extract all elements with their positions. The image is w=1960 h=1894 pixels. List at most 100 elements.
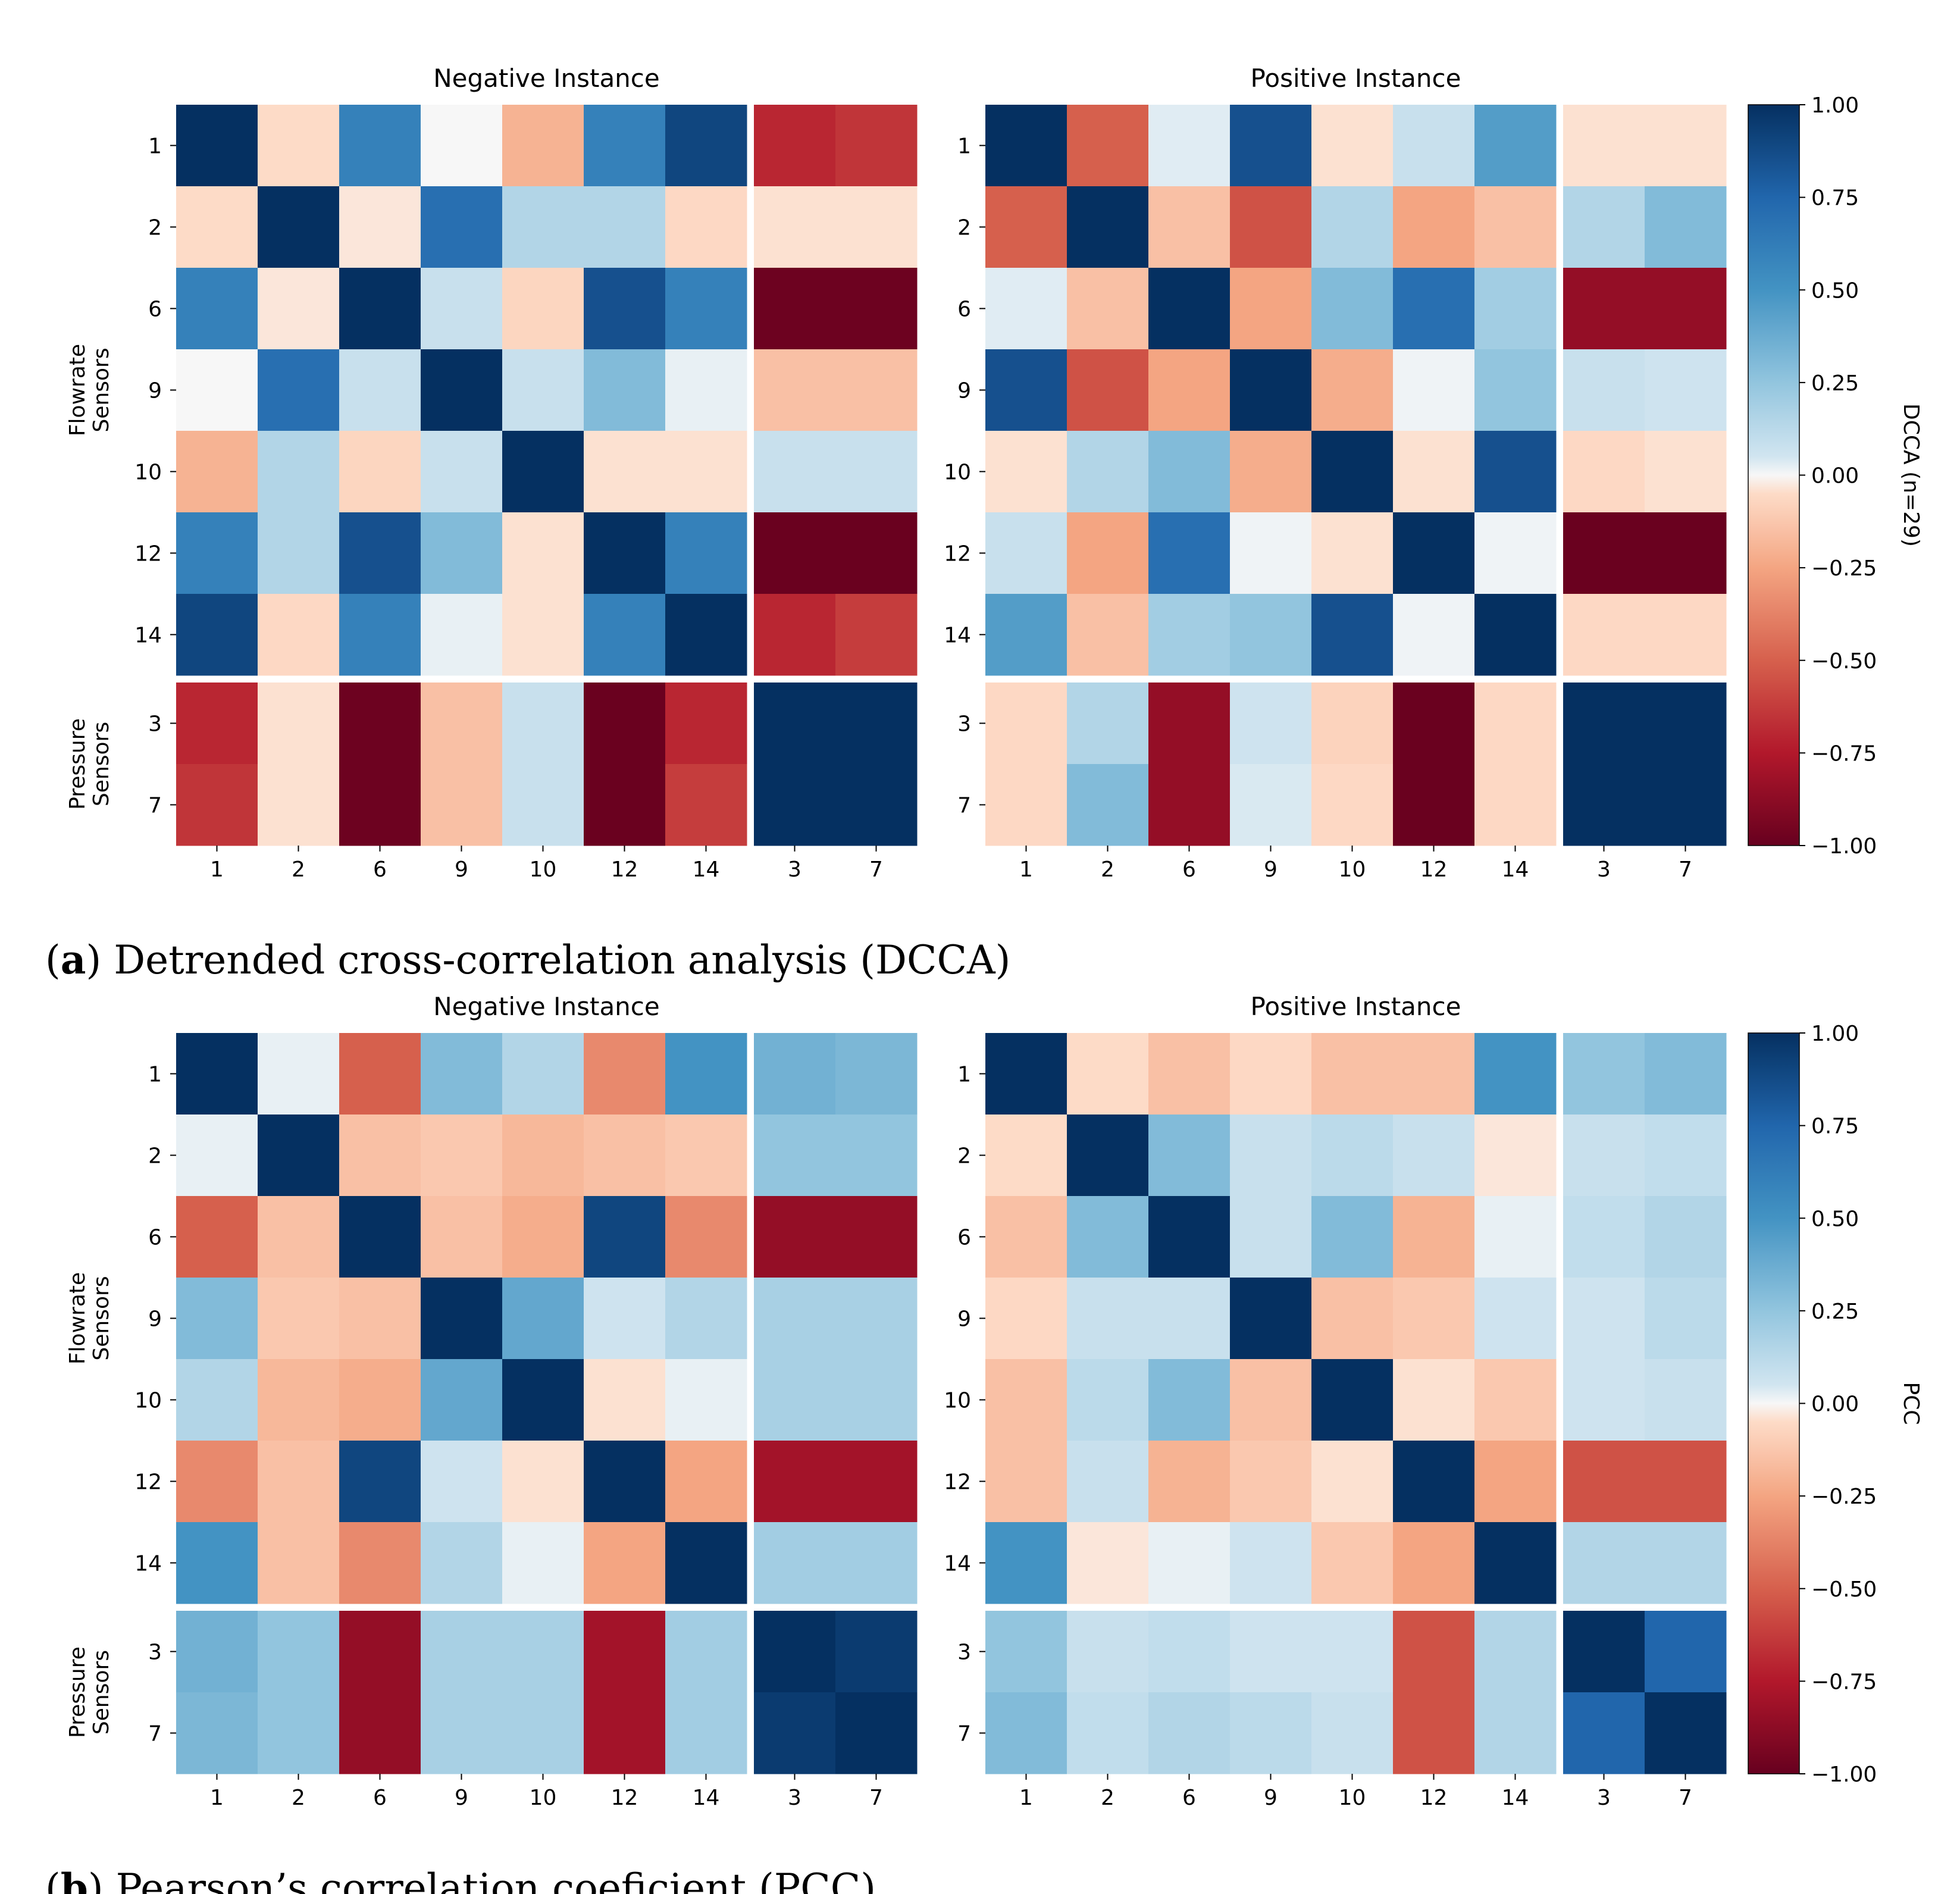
row-group-label: FlowrateSensors xyxy=(65,344,114,436)
heatmap-cell-r3-c2 xyxy=(1148,1278,1231,1360)
heatmap-cell-r4-c8 xyxy=(1645,431,1727,513)
y-tick-label: 3 xyxy=(148,1641,162,1665)
colorbar-gradient xyxy=(1748,105,1799,846)
heatmap-cell-r3-c3 xyxy=(1230,349,1312,431)
heatmap-cell-r0-c3 xyxy=(421,1033,503,1115)
heatmap-cell-r8-c3 xyxy=(421,1692,503,1774)
heatmap-cell-r6-c3 xyxy=(1230,1522,1312,1604)
heatmap-cell-r7-c7 xyxy=(754,1611,836,1693)
x-tick-label: 9 xyxy=(1264,1786,1278,1810)
heatmap-cell-r1-c4 xyxy=(502,186,584,268)
heatmap-cell-r3-c4 xyxy=(502,349,584,431)
heatmap-cell-r0-c1 xyxy=(1067,105,1149,187)
heatmap-cell-r2-c5 xyxy=(584,268,666,350)
heatmap-cell-r7-c3 xyxy=(421,1611,503,1693)
colorbar-tick-label: 0.00 xyxy=(1811,464,1859,489)
y-tick-label: 10 xyxy=(134,461,162,485)
colorbar-label: PCC xyxy=(1899,1382,1923,1425)
x-tick-label: 3 xyxy=(1597,1786,1611,1810)
heatmap-cell-r8-c6 xyxy=(665,1692,747,1774)
heatmap-cell-r3-c7 xyxy=(1563,1278,1645,1360)
heatmap-cell-r8-c3 xyxy=(421,764,503,846)
heatmap-cell-r4-c7 xyxy=(1563,1359,1645,1441)
x-tick-label: 1 xyxy=(1019,857,1033,882)
heatmap-cell-r6-c7 xyxy=(1563,594,1645,676)
heatmap-cell-r7-c3 xyxy=(1230,1611,1312,1693)
heatmap-cell-r2-c0 xyxy=(985,1196,1067,1278)
x-tick-label: 14 xyxy=(1502,857,1529,882)
heatmap-cell-r3-c5 xyxy=(1393,349,1475,431)
heatmap-cell-r7-c2 xyxy=(339,683,421,765)
heatmap-cell-r5-c5 xyxy=(584,1441,666,1523)
heatmap-cell-r3-c5 xyxy=(584,349,666,431)
heatmap-cell-r8-c3 xyxy=(1230,1692,1312,1774)
heatmap-cell-r8-c8 xyxy=(1645,1692,1727,1774)
heatmap-cell-r1-c4 xyxy=(1311,186,1394,268)
x-tick-label: 12 xyxy=(611,1786,638,1810)
heatmap-cell-r2-c0 xyxy=(176,1196,258,1278)
heatmap-cell-r2-c0 xyxy=(985,268,1067,350)
heatmap-cell-r7-c6 xyxy=(665,1611,747,1693)
heatmap-cell-r5-c3 xyxy=(1230,1441,1312,1523)
heatmap-cell-r2-c4 xyxy=(1311,1196,1394,1278)
heatmap-cell-r8-c3 xyxy=(1230,764,1312,846)
heatmap-cell-r8-c4 xyxy=(502,1692,584,1774)
heatmap-cell-r3-c8 xyxy=(835,349,918,431)
heatmap-cell-r6-c4 xyxy=(502,1522,584,1604)
x-tick-label: 14 xyxy=(693,1786,720,1810)
heatmap-cell-r4-c1 xyxy=(258,431,340,513)
heatmap-cell-r3-c4 xyxy=(1311,1278,1394,1360)
heatmap-cell-r2-c6 xyxy=(1474,268,1557,350)
y-tick-label: 3 xyxy=(957,712,971,737)
y-tick-label: 9 xyxy=(957,379,971,403)
heatmap-cell-r4-c8 xyxy=(1645,1359,1727,1441)
heatmap-cell-r8-c7 xyxy=(1563,1692,1645,1774)
caption-letter: a xyxy=(61,937,86,983)
y-tick-label: 3 xyxy=(957,1641,971,1665)
row-group-label: PressureSensors xyxy=(65,718,114,810)
heatmap-cell-r1-c5 xyxy=(584,1115,666,1197)
caption-paren-close: ) xyxy=(86,937,114,983)
colorbar-tick-label: 0.75 xyxy=(1811,1115,1859,1139)
heatmap-cell-r4-c1 xyxy=(1067,431,1149,513)
heatmap-cell-r4-c7 xyxy=(754,1359,836,1441)
heatmap-cell-r3-c8 xyxy=(835,1278,918,1360)
heatmap-cell-r5-c6 xyxy=(1474,1441,1557,1523)
heatmap-cell-r5-c4 xyxy=(1311,512,1394,594)
colorbar-b: 1.00 0.75 0.50 0.25 0.00 −0.25 −0.50 −0.75 −1.00… xyxy=(1748,1022,1923,1787)
heatmap-cell-r7-c7 xyxy=(754,683,836,765)
heatmap-cell-r5-c1 xyxy=(258,512,340,594)
heatmap-cell-r6-c3 xyxy=(421,1522,503,1604)
heatmap-cell-r0-c1 xyxy=(258,1033,340,1115)
heatmap-cell-r4-c5 xyxy=(584,1359,666,1441)
heatmap-cell-r3-c1 xyxy=(1067,349,1149,431)
heatmap-cell-r6-c7 xyxy=(754,594,836,676)
heatmap-cell-r5-c1 xyxy=(1067,512,1149,594)
caption-text: Pearson’s correlation coeficient (PCC) xyxy=(116,1865,876,1894)
heatmap-cell-r5-c0 xyxy=(985,1441,1067,1523)
heatmap-cell-r5-c1 xyxy=(1067,1441,1149,1523)
colorbar-tick-label: −0.50 xyxy=(1811,1577,1877,1602)
heatmap-cell-r3-c3 xyxy=(421,1278,503,1360)
heatmap-cell-r1-c8 xyxy=(1645,1115,1727,1197)
caption-paren-close: ) xyxy=(88,1865,116,1894)
x-tick-label: 3 xyxy=(788,857,801,882)
heatmap-cell-r0-c8 xyxy=(835,1033,918,1115)
subplot-title: Positive Instance xyxy=(1251,992,1461,1021)
heatmap-cell-r2-c5 xyxy=(1393,268,1475,350)
heatmap-cell-r5-c2 xyxy=(339,1441,421,1523)
heatmap-cell-r3-c0 xyxy=(176,349,258,431)
subplot-title: Negative Instance xyxy=(433,992,659,1021)
heatmap-cell-r1-c0 xyxy=(985,1115,1067,1197)
heatmap-cell-r1-c7 xyxy=(754,1115,836,1197)
heatmap-cell-r2-c8 xyxy=(1645,268,1727,350)
y-tick-label: 1 xyxy=(148,134,162,159)
heatmap-cell-r0-c8 xyxy=(1645,1033,1727,1115)
heatmap-cell-r1-c3 xyxy=(421,186,503,268)
heatmap-cell-r0-c7 xyxy=(754,1033,836,1115)
heatmap-cell-r4-c1 xyxy=(258,1359,340,1441)
heatmap-cell-r8-c2 xyxy=(1148,1692,1231,1774)
heatmap-cell-r5-c5 xyxy=(1393,512,1475,594)
